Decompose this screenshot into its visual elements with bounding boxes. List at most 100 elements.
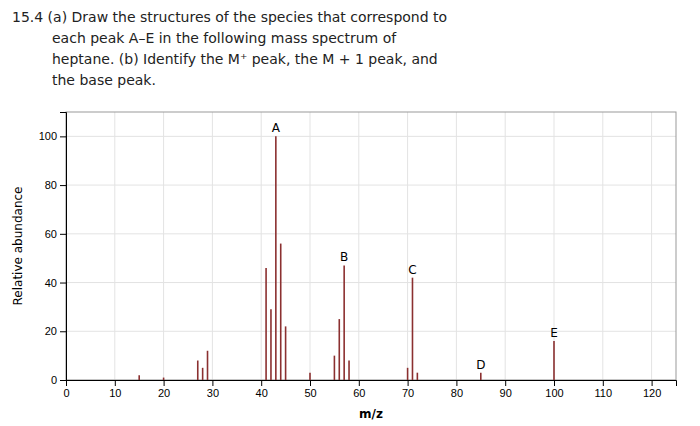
- tick: 80: [451, 380, 463, 399]
- grid-line: [66, 331, 676, 332]
- peak: [412, 278, 414, 380]
- peak: [334, 356, 336, 380]
- tick: 100: [545, 380, 563, 399]
- grid-line: [66, 185, 676, 186]
- peak: [163, 378, 165, 380]
- tick: 20: [45, 325, 66, 337]
- tick-mark: [505, 380, 506, 386]
- grid-line: [114, 112, 115, 380]
- peak: [285, 326, 287, 380]
- tick: 110: [595, 380, 613, 399]
- tick-label: 110: [595, 387, 613, 399]
- peak: [265, 268, 267, 380]
- tick-mark: [60, 331, 66, 332]
- tick-label: 60: [353, 387, 365, 399]
- axis-line: [67, 381, 677, 387]
- y-axis: 0 20 40 60 80 100: [39, 113, 67, 387]
- peak: [480, 373, 482, 380]
- tick-mark: [359, 380, 360, 386]
- peak-label: E: [550, 326, 558, 340]
- peak: [417, 373, 419, 380]
- grid-line: [212, 112, 213, 380]
- annotation: each peak A–E in the following mass spec…: [52, 30, 397, 46]
- tick-label: 80: [451, 387, 463, 399]
- grid-line: [66, 233, 676, 234]
- tick: 40: [256, 380, 268, 399]
- tick-label: 10: [109, 387, 121, 399]
- tick: 80: [45, 179, 66, 191]
- peak: [407, 368, 409, 380]
- annotation: the base peak.: [52, 72, 156, 88]
- tick-label: 120: [643, 387, 661, 399]
- tick: 60: [45, 228, 66, 240]
- peak: [270, 309, 272, 380]
- peak-labels: A B C D E: [272, 121, 558, 371]
- tick: 70: [402, 380, 414, 399]
- tick-label: 50: [304, 387, 316, 399]
- peak: [207, 351, 209, 380]
- tick-label: 80: [45, 179, 57, 191]
- grid-line: [358, 112, 359, 380]
- peak-label: A: [272, 121, 281, 135]
- tick: 30: [207, 380, 219, 399]
- tick-mark: [310, 380, 311, 386]
- peak-label: B: [340, 250, 348, 264]
- peak: [275, 136, 277, 380]
- tick-mark: [60, 283, 66, 284]
- tick-mark: [115, 380, 116, 386]
- y-axis-title: Relative abundance: [11, 187, 25, 306]
- tick-label: 40: [45, 277, 57, 289]
- x-axis: 0 10 20 30 40 50 60 70 80 90 100 110 120: [63, 380, 676, 399]
- tick-mark: [60, 234, 66, 235]
- annotation: 15.4 (a) Draw the structures of the spec…: [12, 9, 447, 25]
- grid-line: [602, 112, 603, 380]
- grid-line: [505, 112, 506, 380]
- peak: [202, 368, 204, 380]
- peak: [343, 265, 345, 380]
- axis-line: [60, 113, 67, 381]
- peak: [280, 244, 282, 380]
- tick: 0: [51, 374, 66, 386]
- tick-mark: [212, 380, 213, 386]
- grid-line: [163, 112, 164, 380]
- tick: 60: [353, 380, 365, 399]
- tick-label: 20: [158, 387, 170, 399]
- tick: 50: [304, 380, 316, 399]
- grid-line: [407, 112, 408, 380]
- tick: 100: [39, 130, 66, 142]
- plot-frame: [66, 112, 676, 380]
- peak: [197, 361, 199, 380]
- plot: 0 10 20 30 40 50 60 70 80 90 100 110 120 0 20 40 60 80 100…: [11, 112, 677, 421]
- tick-mark: [652, 380, 653, 386]
- peak: [138, 375, 140, 380]
- tick-label: 100: [545, 387, 563, 399]
- tick-label: 70: [402, 387, 414, 399]
- tick-label: 90: [500, 387, 512, 399]
- peak: [309, 373, 311, 380]
- grid-line: [66, 282, 676, 283]
- grid-line: [66, 136, 676, 137]
- peak-label: C: [408, 263, 416, 277]
- tick: 10: [109, 380, 121, 399]
- tick-mark: [60, 380, 66, 381]
- tick-label: 30: [207, 387, 219, 399]
- tick: 90: [500, 380, 512, 399]
- peak: [553, 341, 555, 380]
- tick-mark: [261, 380, 262, 386]
- tick: 0: [63, 380, 69, 399]
- x-axis-title: m/z: [359, 407, 383, 421]
- annotation: heptane. (b) Identify the M⁺ peak, the M…: [52, 51, 438, 67]
- tick: 20: [158, 380, 170, 399]
- tick-label: 100: [39, 130, 57, 142]
- tick-label: 60: [45, 228, 57, 240]
- tick-mark: [554, 380, 555, 386]
- tick-mark: [603, 380, 604, 386]
- grid-line: [261, 112, 262, 380]
- tick-label: 40: [256, 387, 268, 399]
- grid: [66, 112, 676, 380]
- tick-label: 20: [45, 325, 57, 337]
- peak-label: D: [476, 358, 485, 372]
- grid-line: [456, 112, 457, 380]
- grid-line: [651, 112, 652, 380]
- tick: 40: [45, 277, 66, 289]
